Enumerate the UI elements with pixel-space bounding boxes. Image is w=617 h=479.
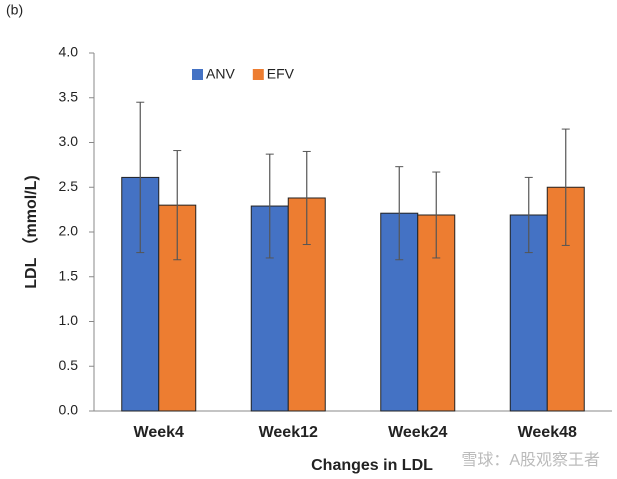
- y-tick-label: 4.0: [59, 44, 79, 60]
- legend-label: ANV: [206, 66, 235, 82]
- y-tick-label: 0.5: [59, 357, 79, 373]
- x-axis-title: Changes in LDL: [311, 457, 433, 474]
- y-tick-label: 2.0: [59, 223, 79, 239]
- x-tick-label: Week12: [259, 424, 318, 441]
- panel-label: (b): [6, 2, 23, 18]
- x-tick-label: Week4: [134, 424, 185, 441]
- y-tick-label: 0.0: [59, 402, 79, 418]
- legend-label: EFV: [267, 66, 295, 82]
- legend-swatch: [192, 69, 203, 80]
- x-tick-label: Week24: [388, 424, 447, 441]
- y-tick-label: 3.5: [59, 88, 79, 104]
- watermark: 雪球：A股观察王者: [461, 451, 600, 469]
- y-axis-title: LDL （mmol/L): [22, 175, 40, 288]
- y-tick-label: 3.0: [59, 133, 79, 149]
- x-tick-label: Week48: [518, 424, 577, 441]
- y-tick-label: 1.0: [59, 312, 79, 328]
- y-tick-label: 1.5: [59, 267, 79, 283]
- y-tick-label: 2.5: [59, 178, 79, 194]
- legend-swatch: [252, 69, 264, 80]
